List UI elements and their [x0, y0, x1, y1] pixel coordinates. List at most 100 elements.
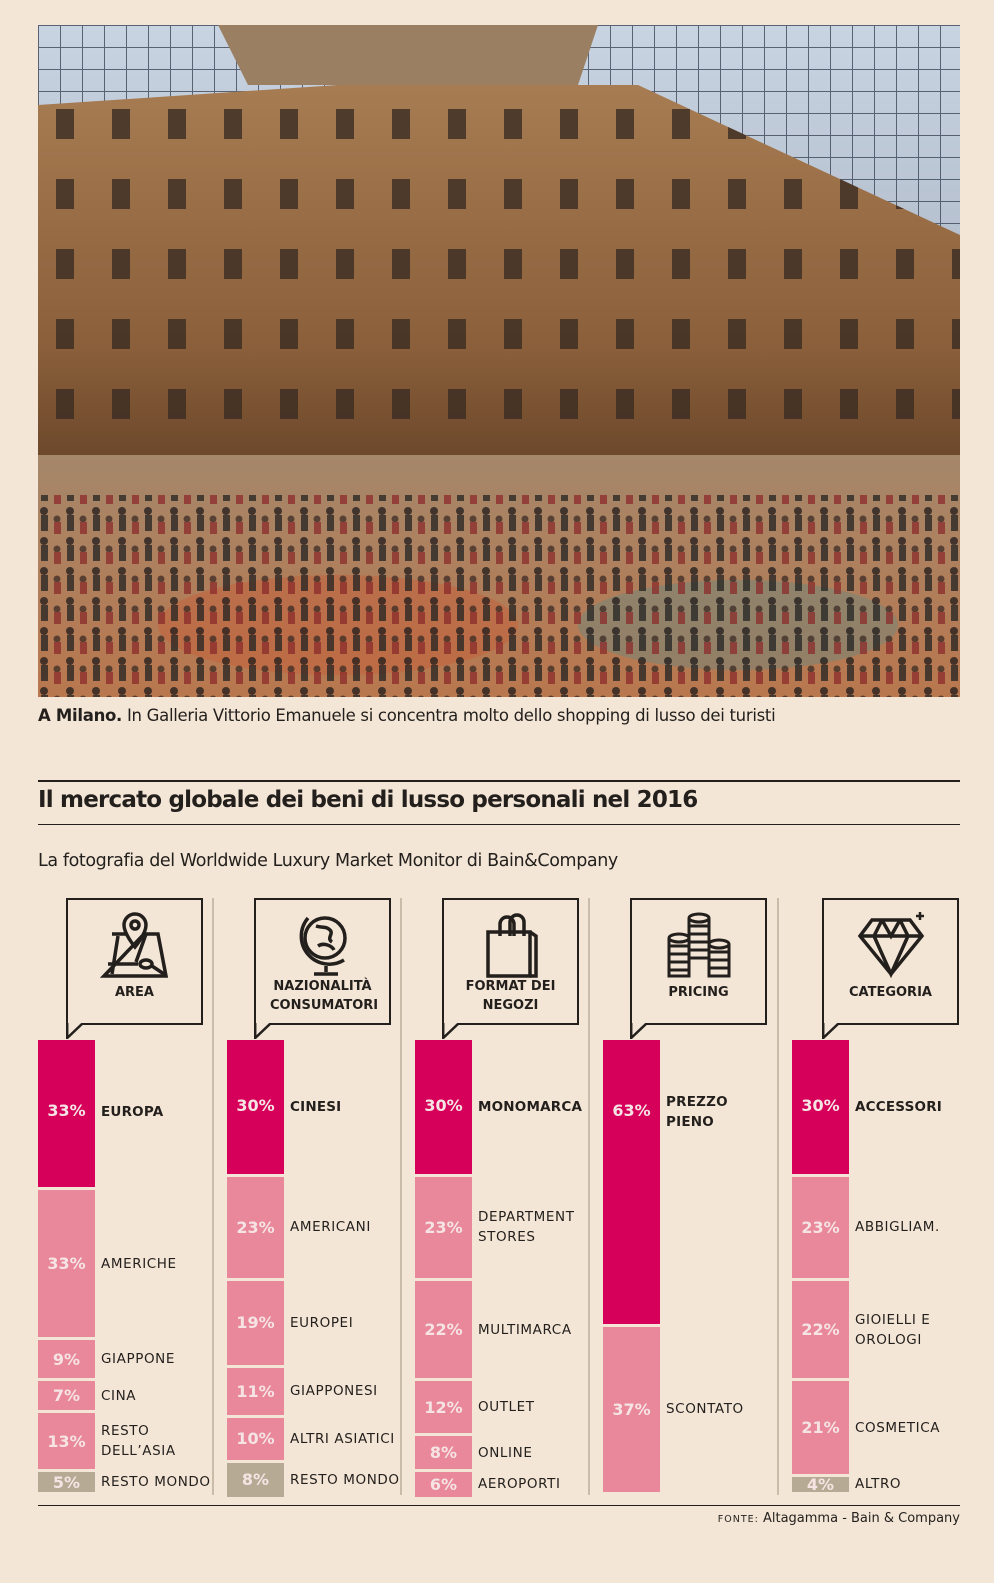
segment-label: ACCESSORI	[855, 1098, 943, 1115]
bar-segment: 33%	[38, 1040, 95, 1188]
panel-header-4: PRICING	[629, 898, 767, 1039]
segment-label: ALTRO	[855, 1476, 902, 1493]
segment-value: 6%	[429, 1474, 458, 1494]
bar-segment: 12%	[415, 1381, 472, 1433]
panel-header-5: CATEGORIA	[821, 898, 959, 1039]
bar-segment: 63%	[603, 1040, 660, 1324]
segment-label: COSMETICA	[855, 1419, 941, 1436]
diamond-icon	[824, 910, 957, 980]
caption-text: In Galleria Vittorio Emanuele si concent…	[122, 706, 776, 725]
segment-label: ONLINE	[478, 1444, 533, 1461]
globe-icon	[256, 910, 389, 980]
segment-value: 33%	[47, 1254, 86, 1274]
segment-label: MULTIMARCA	[478, 1321, 572, 1338]
bar-segment: 30%	[792, 1040, 849, 1174]
bar-segment: 13%	[38, 1413, 95, 1470]
bar-segment: 37%	[603, 1326, 660, 1492]
segment-value: 11%	[236, 1381, 275, 1401]
bar-segment: 19%	[227, 1281, 284, 1365]
segment-value: 7%	[52, 1386, 81, 1406]
segment-value: 8%	[241, 1470, 270, 1490]
segment-label: EUROPEI	[290, 1314, 354, 1331]
segment-value: 22%	[424, 1320, 463, 1340]
galleria-photo	[38, 25, 960, 697]
segment-label: GIAPPONE	[101, 1351, 176, 1368]
bar-segment: 21%	[792, 1381, 849, 1474]
segment-label: AMERICHE	[101, 1255, 177, 1272]
source-text: Altagamma - Bain & Company	[758, 1511, 960, 1526]
bar-segment: 4%	[792, 1474, 849, 1494]
segment-value: 10%	[236, 1429, 275, 1449]
segment-value: 19%	[236, 1313, 275, 1333]
title-rule-bottom	[38, 824, 960, 825]
segment-value: 9%	[52, 1349, 81, 1369]
segment-label: GIAPPONESI	[290, 1383, 378, 1400]
chart-subtitle: La fotografia del Worldwide Luxury Marke…	[38, 851, 618, 871]
bar-segment: 7%	[38, 1381, 95, 1411]
segment-label: SCONTATO	[666, 1401, 744, 1418]
panel-heading: PRICING	[668, 985, 729, 1000]
segment-value: 23%	[424, 1217, 463, 1237]
segment-label: PREZZO PIENO	[666, 1094, 728, 1130]
segment-label: RESTO DELL’ASIA	[101, 1423, 176, 1460]
segment-value: 37%	[612, 1399, 651, 1419]
bar-segment: 8%	[227, 1463, 284, 1497]
segment-value: 30%	[236, 1095, 275, 1115]
segment-value: 13%	[47, 1431, 86, 1451]
bar-segment: 33%	[38, 1190, 95, 1338]
panel-heading: CATEGORIA	[849, 985, 932, 1000]
bar-segment: 11%	[227, 1367, 284, 1415]
segment-value: 63%	[612, 1101, 651, 1120]
bar-segment: 6%	[415, 1472, 472, 1497]
segment-label: ABBIGLIAM.	[855, 1219, 940, 1236]
panel-separator	[212, 898, 214, 1495]
source-credit: FONTE: Altagamma - Bain & Company	[718, 1511, 960, 1526]
segment-value: 12%	[424, 1397, 463, 1417]
source-label: FONTE:	[717, 1514, 759, 1525]
segment-label: AMERICANI	[290, 1219, 371, 1236]
bar-segment: 8%	[415, 1435, 472, 1470]
panel-separator	[400, 898, 402, 1495]
panel-header-3: FORMAT DEI NEGOZI	[441, 898, 579, 1039]
bar-segment: 23%	[415, 1176, 472, 1279]
bar-segment: 22%	[792, 1281, 849, 1379]
caption-bold: A Milano.	[38, 706, 123, 725]
segment-value: 30%	[424, 1095, 463, 1115]
segment-label: OUTLET	[478, 1399, 535, 1416]
segment-value: 23%	[236, 1217, 275, 1237]
bar-segment: 22%	[415, 1281, 472, 1379]
panel-separator	[777, 898, 779, 1495]
segment-value: 30%	[801, 1095, 840, 1115]
chart-title: Il mercato globale dei beni di lusso per…	[38, 787, 698, 813]
bar-segment: 10%	[227, 1417, 284, 1461]
segment-label: GIOIELLI E OROLOGI	[855, 1311, 931, 1348]
segment-label: ALTRI ASIATICI	[290, 1430, 395, 1447]
segment-value: 4%	[806, 1474, 835, 1494]
title-rule-top	[38, 780, 960, 782]
footer-rule	[38, 1505, 960, 1506]
segment-value: 22%	[801, 1320, 840, 1340]
segment-label: EUROPA	[101, 1104, 164, 1120]
segment-label: RESTO MONDO	[290, 1471, 400, 1488]
segment-label: DEPARTMENT STORES	[478, 1209, 575, 1246]
bar-segment: 23%	[227, 1176, 284, 1279]
panel-heading: AREA	[114, 985, 154, 1000]
map-pin-icon	[68, 910, 201, 980]
segment-label: MONOMARCA	[478, 1098, 583, 1115]
segment-label: AEROPORTI	[478, 1476, 561, 1493]
segment-value: 5%	[52, 1472, 81, 1492]
bar-segment: 30%	[415, 1040, 472, 1174]
segment-label: CINESI	[290, 1098, 342, 1115]
coins-icon	[632, 910, 765, 980]
segment-value: 8%	[429, 1443, 458, 1463]
panel-header-1: AREA	[65, 898, 203, 1039]
bar-segment: 5%	[38, 1472, 95, 1492]
bar-segment: 30%	[227, 1040, 284, 1174]
segment-label: CINA	[101, 1387, 137, 1404]
panel-header-2: NAZIONALITÀ CONSUMATORI	[253, 898, 391, 1039]
segment-label: RESTO MONDO	[101, 1474, 211, 1491]
panel-heading: FORMAT DEI NEGOZI	[465, 979, 556, 1013]
panel-heading: NAZIONALITÀ CONSUMATORI	[270, 979, 379, 1013]
panel-separator	[588, 898, 590, 1495]
photo-caption: A Milano. In Galleria Vittorio Emanuele …	[38, 706, 776, 725]
